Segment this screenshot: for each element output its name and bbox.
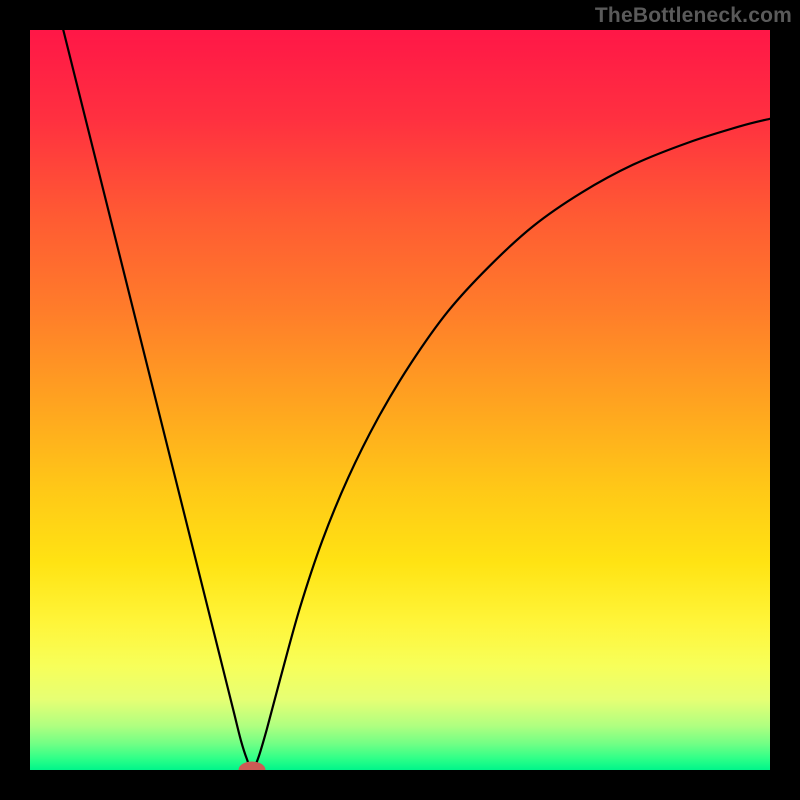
gradient-background <box>30 30 770 770</box>
plot-area <box>30 30 770 770</box>
chart-svg <box>30 30 770 770</box>
watermark-text: TheBottleneck.com <box>595 4 792 28</box>
chart-container: TheBottleneck.com <box>0 0 800 800</box>
